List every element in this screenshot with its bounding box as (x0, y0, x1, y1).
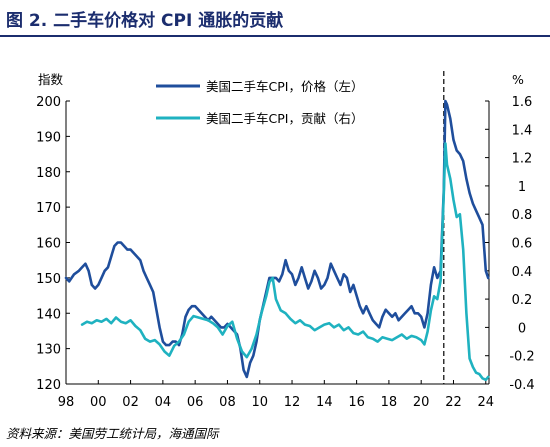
x-tick-label: 06 (187, 395, 204, 410)
title-underline (0, 35, 550, 37)
left-tick-label: 170 (36, 201, 61, 216)
chart-axes: 指数 %120130140150160170180190200-0.4-0.200… (36, 71, 535, 410)
x-tick-label: 18 (381, 395, 398, 410)
legend-label: 美国二手车CPI，贡献（右） (206, 111, 363, 126)
left-tick-label: 180 (36, 166, 61, 181)
right-tick-label: 1 (518, 180, 526, 195)
right-tick-label: 1.4 (512, 123, 533, 138)
x-tick-label: 24 (477, 395, 494, 410)
x-tick-label: 04 (155, 395, 172, 410)
right-tick-label: 1.2 (512, 152, 533, 167)
x-tick-label: 10 (251, 395, 268, 410)
chart-title: 图 2. 二手车价格对 CPI 通胀的贡献 (6, 11, 284, 31)
left-tick-label: 150 (36, 272, 61, 287)
right-tick-label: 0.2 (512, 293, 533, 308)
x-tick-label: 08 (219, 395, 236, 410)
left-tick-label: 130 (36, 343, 61, 358)
source-note: 资料来源：美国劳工统计局，海通国际 (6, 426, 219, 441)
chart-legend: 美国二手车CPI，价格（左） 美国二手车CPI，贡献（右） (156, 79, 363, 126)
right-tick-label: 0.8 (512, 208, 533, 223)
right-tick-label: 0.4 (512, 265, 533, 280)
x-tick-label: 98 (58, 395, 75, 410)
x-tick-label: 22 (445, 395, 462, 410)
chart-series (64, 99, 490, 382)
right-tick-label: 0.6 (512, 237, 533, 252)
right-tick-label: 1.6 (512, 95, 533, 110)
x-tick-label: 12 (284, 395, 301, 410)
x-tick-label: 20 (413, 395, 430, 410)
left-unit-label: 指数 (38, 72, 64, 87)
right-unit-label: % (512, 72, 524, 87)
left-tick-label: 120 (36, 378, 61, 393)
right-tick-label: -0.2 (509, 350, 534, 365)
legend-label: 美国二手车CPI，价格（左） (206, 79, 363, 94)
x-tick-label: 00 (90, 395, 107, 410)
right-tick-label: 0 (518, 321, 526, 336)
left-tick-label: 190 (36, 130, 61, 145)
x-tick-label: 16 (348, 395, 365, 410)
x-tick-label: 14 (316, 395, 333, 410)
right-tick-label: -0.4 (509, 378, 534, 393)
left-tick-label: 160 (36, 237, 61, 252)
series-line-price (64, 99, 490, 379)
left-tick-label: 140 (36, 307, 61, 322)
series-line-contribution (80, 142, 490, 382)
left-tick-label: 200 (36, 95, 61, 110)
x-tick-label: 02 (122, 395, 139, 410)
